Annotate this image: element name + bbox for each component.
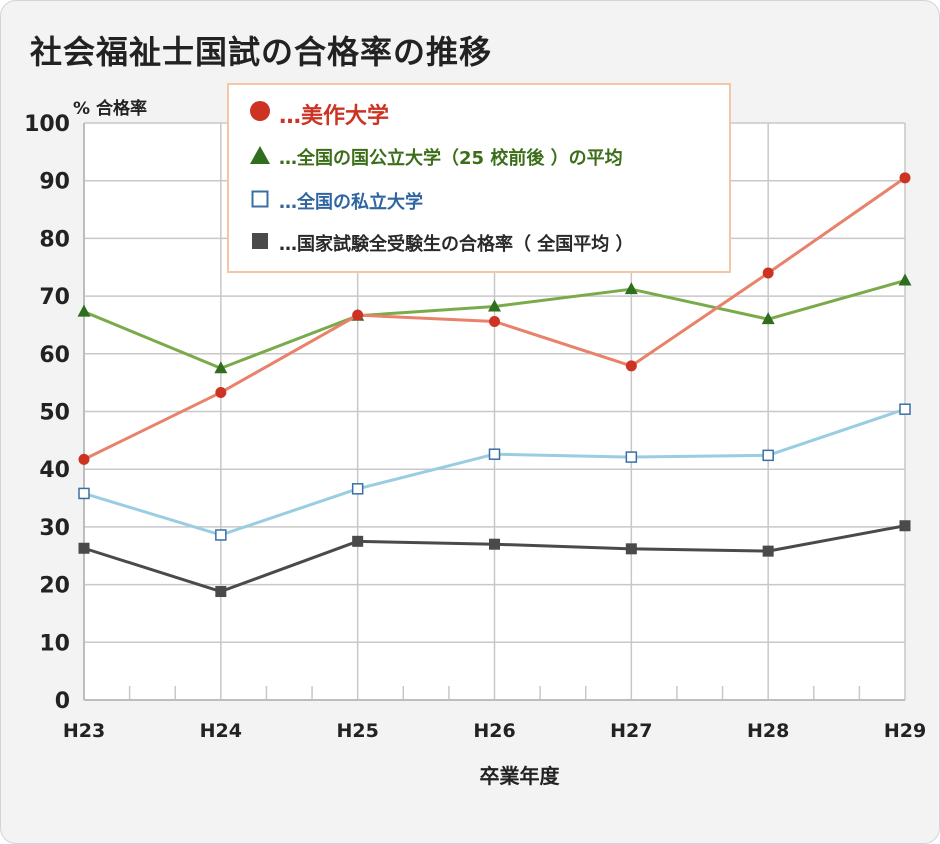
data-point-mimasaka bbox=[78, 453, 90, 465]
data-point-public bbox=[624, 282, 638, 295]
y-tick-label: 0 bbox=[55, 689, 70, 714]
data-point-mimasaka bbox=[352, 309, 364, 321]
legend-label-public: …全国の国公立大学（25 校前後 ）の平均 bbox=[279, 148, 623, 169]
data-point-national bbox=[762, 545, 774, 557]
legend-filled-square-icon bbox=[249, 232, 271, 255]
x-tick-label: H29 bbox=[884, 720, 926, 742]
data-point-mimasaka bbox=[762, 267, 774, 279]
y-tick-label: 50 bbox=[39, 401, 70, 426]
data-point-national bbox=[625, 543, 637, 555]
y-tick-label: 90 bbox=[39, 170, 70, 195]
data-point-private bbox=[625, 451, 638, 463]
x-tick-label: H24 bbox=[200, 720, 242, 742]
data-point-mimasaka bbox=[215, 386, 227, 398]
x-axis-label: 卒業年度 bbox=[480, 764, 561, 788]
chart-title: 社会福祉士国試の合格率の推移 bbox=[30, 33, 493, 71]
legend-open-square-icon bbox=[249, 190, 271, 213]
y-tick-label: 70 bbox=[39, 285, 70, 310]
legend-triangle-icon bbox=[249, 145, 271, 170]
legend-item-national: …国家試験全受験生の合格率（ 全国平均 ） bbox=[249, 228, 634, 258]
y-tick-label: 40 bbox=[39, 458, 70, 483]
y-tick-label: 60 bbox=[39, 343, 70, 368]
legend: …美作大学 …全国の国公立大学（25 校前後 ）の平均 …全国の私立大学 …国家… bbox=[227, 83, 731, 273]
data-point-mimasaka bbox=[899, 172, 911, 184]
y-tick-label: 100 bbox=[24, 112, 70, 137]
data-point-private bbox=[78, 487, 90, 500]
data-point-public bbox=[214, 361, 228, 374]
series-national bbox=[78, 520, 911, 598]
legend-item-mimasaka: …美作大学 bbox=[249, 99, 389, 129]
data-point-national bbox=[489, 538, 500, 550]
x-tick-label: H27 bbox=[610, 720, 652, 742]
y-tick-label: 80 bbox=[39, 227, 70, 252]
y-axis-label: % 合格率 bbox=[73, 99, 147, 119]
data-point-mimasaka bbox=[625, 360, 637, 372]
axes: 0 10 20 30 40 50 60 70 80 90 100 H23 H24 H25 H26 H27 H28… bbox=[24, 112, 926, 788]
data-point-national bbox=[352, 535, 364, 547]
data-point-mimasaka bbox=[489, 315, 500, 327]
series-layer bbox=[77, 172, 912, 598]
series-mimasaka bbox=[78, 172, 911, 465]
legend-item-private: …全国の私立大学 bbox=[249, 186, 423, 216]
legend-label-national: …国家試験全受験生の合格率（ 全国平均 ） bbox=[279, 234, 634, 255]
data-point-private bbox=[215, 529, 227, 541]
y-tick-label: 30 bbox=[39, 516, 70, 541]
legend-circle-icon bbox=[249, 100, 271, 128]
series-private bbox=[78, 403, 911, 541]
data-point-public bbox=[77, 304, 91, 317]
y-tick-label: 20 bbox=[39, 574, 70, 599]
data-point-public bbox=[898, 273, 912, 286]
x-tick-label: H23 bbox=[63, 720, 105, 742]
data-point-national bbox=[899, 520, 911, 532]
data-point-private bbox=[488, 448, 501, 460]
data-point-private bbox=[899, 403, 911, 415]
data-point-public bbox=[488, 299, 501, 312]
x-tick-label: H26 bbox=[473, 720, 515, 742]
data-point-public bbox=[761, 312, 775, 325]
legend-label-private: …全国の私立大学 bbox=[279, 192, 423, 213]
legend-label-mimasaka: …美作大学 bbox=[279, 104, 390, 129]
data-point-national bbox=[78, 542, 90, 554]
data-point-private bbox=[351, 483, 364, 495]
x-tick-label: H25 bbox=[336, 720, 378, 742]
x-tick-label: H28 bbox=[747, 720, 789, 742]
y-tick-label: 10 bbox=[39, 631, 70, 656]
data-point-national bbox=[215, 586, 227, 598]
data-point-private bbox=[762, 449, 774, 462]
legend-item-public: …全国の国公立大学（25 校前後 ）の平均 bbox=[249, 142, 623, 172]
